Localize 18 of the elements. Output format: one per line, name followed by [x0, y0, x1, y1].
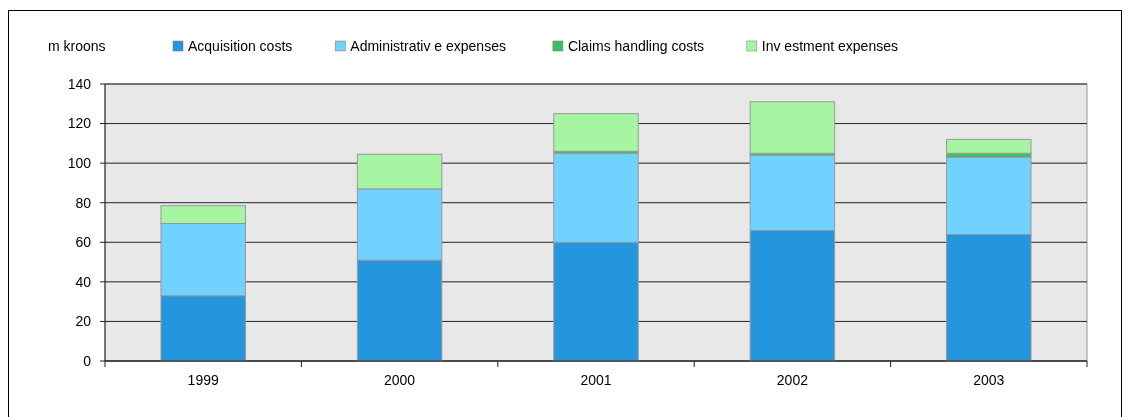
legend-label: Administrativ e expenses	[350, 37, 506, 54]
y-axis-title: m kroons	[48, 37, 106, 54]
x-tick-label: 1999	[187, 372, 219, 388]
y-tick-label: 40	[75, 273, 92, 290]
x-tick-label: 2003	[973, 372, 1005, 388]
y-tick-label: 120	[67, 115, 92, 132]
y-tick-label: 20	[75, 313, 92, 330]
x-tick-label: 2001	[580, 372, 612, 388]
legend-label: Claims handling costs	[567, 37, 705, 54]
y-tick-label: 60	[75, 234, 92, 251]
y-tick-label: 0	[83, 352, 92, 369]
legend-label: Inv estment expenses	[761, 37, 898, 54]
x-tick-label: 2000	[384, 372, 416, 388]
y-tick-label: 140	[67, 75, 92, 92]
y-tick-label: 80	[75, 194, 92, 211]
y-tick-label: 100	[67, 155, 92, 172]
x-tick-label: 2002	[776, 372, 809, 388]
legend-label: Acquisition costs	[188, 37, 293, 54]
